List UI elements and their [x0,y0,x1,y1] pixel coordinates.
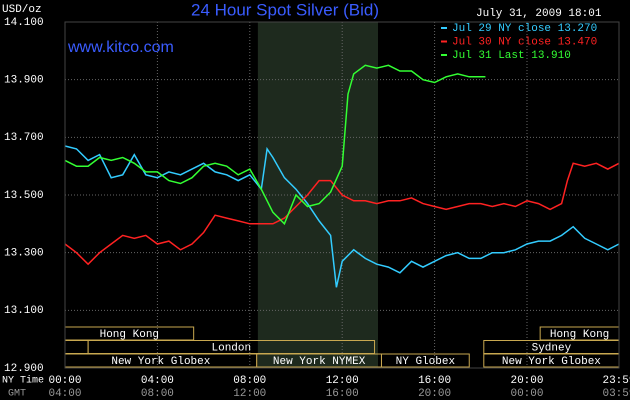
y-tick-label: 13.300 [4,248,44,260]
x2-tick-label: 08:00 [141,388,174,400]
x-tick-label: 20:00 [510,375,543,387]
watermark: www.kitco.com [67,39,174,56]
x-tick-label: 16:00 [418,375,451,387]
x-axis-label: NY Time [2,375,44,387]
x2-tick-label: 03:59 [602,388,630,400]
x-tick-label: 04:00 [141,375,174,387]
plot-frame [64,21,620,369]
x-tick-label: 12:00 [326,375,359,387]
x-tick-label: 23:59 [602,375,630,387]
session-label: NY Globex [396,356,456,368]
y-tick-label: 13.500 [4,190,44,202]
session-label: London [212,342,252,354]
legend-label: Jul 29 NY close 13.270 [452,23,597,35]
y-tick-label: 12.900 [4,363,44,375]
session-label: New York Globex [502,356,601,368]
session-label: Hong Kong [550,329,609,341]
session-box [64,340,89,354]
y-axis-label: USD/oz [2,4,42,16]
legend-label: Jul 30 NY close 13.470 [452,36,597,48]
session-label: New York NYMEX [273,356,366,368]
x-tick-label: 08:00 [233,375,266,387]
x-tick-label: 00:00 [48,375,81,387]
session-label: New York Globex [111,356,210,368]
x2-axis-label: GMT [8,389,26,400]
x2-tick-label: 12:00 [233,388,266,400]
series-line [64,64,486,226]
session-box [380,353,470,368]
y-tick-label: 14.100 [4,17,44,29]
y-tick-label: 13.900 [4,75,44,87]
series-line [64,162,620,266]
timestamp: July 31, 2009 18:01 [476,8,602,20]
x2-tick-label: 00:00 [510,388,543,400]
x2-tick-label: 20:00 [418,388,451,400]
y-tick-label: 13.700 [4,132,44,144]
x2-tick-label: 04:00 [48,388,81,400]
session-label: Hong Kong [100,329,159,341]
series-line [64,145,620,288]
legend-label: Jul 31 Last 13.910 [452,50,571,62]
session-label: Sydney [532,342,572,354]
x2-tick-label: 16:00 [326,388,359,400]
y-tick-label: 13.100 [4,305,44,317]
chart-title: 24 Hour Spot Silver (Bid) [191,0,379,19]
